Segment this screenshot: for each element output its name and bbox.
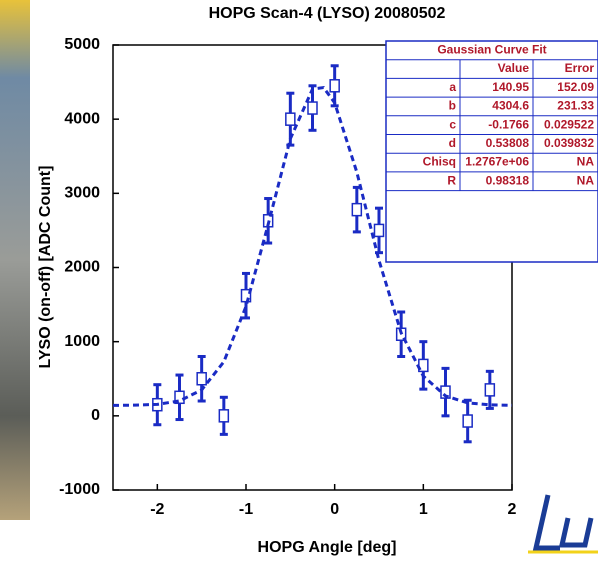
row-label: Chisq: [423, 155, 456, 169]
row-label: b: [449, 99, 456, 113]
y-axis-label: LYSO (on-off) [ADC Count]: [37, 166, 54, 369]
data-point: [351, 202, 363, 217]
y-tick-label: 0: [91, 407, 100, 424]
row-label: R: [447, 173, 456, 187]
table-cell: 0.98318: [486, 173, 530, 187]
x-axis-label: HOPG Angle [deg]: [258, 539, 397, 556]
logo-l: [532, 494, 560, 551]
data-point: [440, 385, 451, 399]
y-tick-label: 1000: [64, 333, 100, 350]
table-title: Gaussian Curve Fit: [437, 43, 546, 57]
data-point: [307, 101, 318, 115]
data-point: [484, 383, 496, 397]
y-tick-label: -1000: [59, 481, 100, 498]
y-tick-label: 3000: [64, 185, 100, 202]
fit-table: Gaussian Curve Fit Value Error a 140.95 152.0…: [385, 40, 598, 263]
data-point: [218, 409, 230, 423]
table-panel: [385, 40, 598, 263]
logo: [528, 494, 598, 554]
table-cell: 231.33: [557, 99, 594, 113]
table-cell: 1.2767e+06: [465, 155, 529, 169]
x-tick-label: -1: [239, 501, 253, 518]
photo-strip: [0, 0, 30, 520]
column-header: Error: [565, 61, 595, 75]
table-cell: 4304.6: [492, 99, 529, 113]
row-label: d: [449, 136, 456, 150]
x-tick-label: -2: [150, 501, 164, 518]
data-point: [329, 79, 340, 93]
x-tick-label: 0: [330, 501, 339, 518]
table-cell: NA: [577, 173, 595, 187]
chart-title: HOPG Scan-4 (LYSO) 20080502: [209, 5, 446, 22]
table-cell: 152.09: [557, 80, 594, 94]
table-cell: 140.95: [492, 80, 529, 94]
x-tick-label: 2: [508, 501, 517, 518]
column-header: Value: [498, 61, 530, 75]
y-tick-label: 5000: [64, 36, 100, 53]
table-cell: 0.53808: [486, 136, 530, 150]
row-label: c: [449, 117, 456, 131]
x-tick-label: 1: [419, 501, 428, 518]
fit-curve: [112, 85, 513, 407]
logo-u: [558, 517, 594, 548]
data-point: [196, 372, 207, 386]
table-cell: 0.039832: [544, 136, 594, 150]
row-label: a: [449, 80, 456, 94]
table-cell: 0.029522: [544, 117, 594, 131]
y-tick-label: 2000: [64, 259, 100, 276]
table-cell: NA: [577, 155, 595, 169]
data-point: [373, 223, 385, 238]
y-tick-label: 4000: [64, 110, 100, 127]
data-point: [285, 112, 296, 126]
data-point: [462, 414, 473, 428]
table-cell: -0.1766: [488, 117, 529, 131]
